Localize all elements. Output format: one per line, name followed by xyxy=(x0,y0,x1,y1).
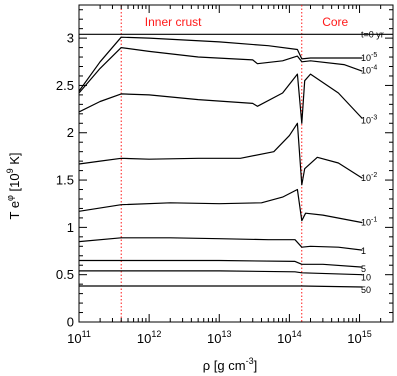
series-label-7: 5 xyxy=(361,264,366,274)
region-label-0: Inner crust xyxy=(145,15,202,29)
y-tick-label-2: 1 xyxy=(67,220,74,235)
series-label-8: 10 xyxy=(361,273,371,283)
series-label-3: 10-3 xyxy=(361,114,377,125)
series-line-2 xyxy=(78,46,363,94)
series-line-7 xyxy=(79,259,363,268)
series-line-9 xyxy=(79,285,363,288)
x-axis-title: ρ [g cm-3] xyxy=(203,356,257,373)
y-tick-label-1: 0.5 xyxy=(56,267,74,282)
y-tick-label-5: 2.5 xyxy=(56,78,74,93)
y-tick-label-0: 0 xyxy=(67,315,74,330)
series-label-2: 10-4 xyxy=(361,64,377,75)
y-tick-label-6: 3 xyxy=(67,31,74,46)
series-line-6 xyxy=(78,237,363,251)
series-line-4 xyxy=(78,122,363,186)
y-tick-label-4: 2 xyxy=(67,125,74,140)
x-tick-label-1: 1012 xyxy=(137,329,161,346)
series-line-3 xyxy=(78,73,363,124)
series-label-1: 10-5 xyxy=(361,52,377,63)
series-label-0: t=0 yr xyxy=(361,29,384,39)
x-tick-label-3: 1014 xyxy=(277,329,301,346)
region-label-1: Core xyxy=(322,15,348,29)
series-line-1 xyxy=(78,36,363,92)
series-label-9: 50 xyxy=(361,285,371,295)
series-label-6: 1 xyxy=(361,246,366,256)
series-label-5: 10-1 xyxy=(361,217,377,228)
series-label-4: 10-2 xyxy=(361,172,377,183)
series-line-5 xyxy=(78,188,363,224)
x-tick-label-0: 1011 xyxy=(67,329,91,346)
x-tick-label-2: 1013 xyxy=(207,329,231,346)
x-tick-label-4: 1015 xyxy=(347,329,371,346)
y-axis-title: T eφ [109 K] xyxy=(5,152,22,219)
series-line-8 xyxy=(79,270,363,276)
x-axis: 1011 1012 1013 1014 1015 xyxy=(67,5,394,346)
y-axis: 0 0.5 1 1.5 2 2.5 3 xyxy=(56,9,393,330)
plot-area: Inner crust Core t=0 yr 10-510-4 10-3 10-2 10-… xyxy=(78,4,394,323)
y-tick-label-3: 1.5 xyxy=(56,173,74,188)
